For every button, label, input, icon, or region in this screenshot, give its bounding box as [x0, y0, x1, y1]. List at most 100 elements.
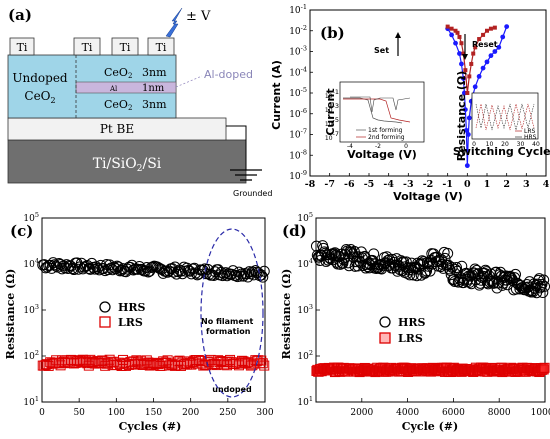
ytick-label: 104: [23, 257, 39, 270]
resistance-point-hrs: [92, 262, 104, 274]
resistance-point-hrs: [421, 265, 433, 277]
ytick-label: 102: [23, 349, 39, 362]
ytick-label: 102: [297, 349, 313, 362]
inset-right-xtick: 30: [517, 141, 525, 148]
resistance-point-hrs: [532, 274, 544, 286]
b-point: [480, 65, 486, 71]
xtick-label: 100: [108, 408, 125, 418]
resistance-point-hrs: [343, 260, 355, 272]
pt-be-label: Pt BE: [100, 122, 134, 136]
b-ytick-label: 10-2: [289, 24, 307, 37]
panel-b-ylabel: Current (A): [270, 60, 283, 130]
resistance-point-hrs: [50, 260, 62, 272]
b-point: [469, 61, 474, 66]
b-ytick-label: 10-4: [289, 65, 307, 78]
inset-right-ylabel: Resistance (Ω): [455, 71, 468, 162]
b-point: [457, 34, 462, 39]
b-point: [484, 59, 490, 65]
xtick-label: 10000: [531, 408, 550, 418]
b-point: [488, 53, 494, 59]
b-ytick-label: 10-6: [289, 107, 307, 120]
resistance-point-hrs: [386, 253, 398, 265]
xtick-label: 200: [182, 408, 199, 418]
b-point: [485, 28, 489, 33]
inset-left-legend-1: 1st forming: [368, 127, 403, 134]
layer-mid-label: Al: [109, 85, 118, 93]
ti-label-4: Ti: [156, 41, 167, 54]
undoped-label-line1: Undoped: [12, 71, 68, 85]
set-annotation: Set: [374, 46, 389, 55]
inset-right-xlabel: Switching Cycles: [453, 145, 550, 158]
panel-b-inset-left: 1st forming 2nd forming -4 -2 0 10-7 10-5 10-…: [324, 81, 425, 161]
b-xtick-label: 4: [543, 179, 550, 190]
b-point: [492, 25, 497, 30]
b-xtick-label: 1: [484, 179, 491, 190]
b-point: [466, 115, 472, 121]
layer-mid-thickness: 1nm: [142, 83, 165, 94]
resistance-point-hrs: [450, 262, 462, 274]
b-point: [453, 28, 458, 33]
inset-left-xtick: -2: [375, 143, 381, 150]
b-point: [465, 91, 470, 95]
b-xtick-label: 3: [523, 179, 530, 190]
b-point: [455, 30, 460, 35]
no-filament-line1: No filament: [201, 317, 254, 326]
reset-arrow-head-icon: [462, 54, 468, 60]
b-point: [471, 51, 476, 56]
resistance-point-hrs: [424, 265, 436, 277]
resistance-point-lrs: [257, 358, 268, 369]
b-point: [500, 34, 506, 40]
xtick-label: 8000: [488, 408, 511, 418]
al-doped-pointer: [175, 75, 203, 88]
inset-left-xtick: 0: [404, 143, 408, 150]
resistance-point-hrs: [442, 247, 454, 259]
inset-left-ytick: 10-5: [325, 116, 339, 128]
resistance-point-lrs: [259, 360, 270, 371]
b-point: [465, 132, 471, 137]
resistance-point-hrs: [175, 265, 187, 277]
b-point: [492, 49, 498, 54]
b-point: [467, 74, 472, 79]
b-xtick-label: 2: [503, 179, 510, 190]
resistance-point-hrs: [414, 258, 426, 270]
panel-d-xlabel: Cycle (#): [402, 420, 458, 433]
panel-d-legend-hrs: HRS: [398, 316, 426, 329]
b-ytick-label: 10-9: [289, 169, 307, 182]
inset-right-xtick: 40: [532, 141, 540, 148]
resistance-point-lrs: [538, 364, 549, 375]
substrate-layer: [7, 139, 247, 184]
inset-left-curve-1: [343, 97, 403, 124]
al-doped-label: Al-doped: [204, 68, 253, 81]
substrate-label: Ti/SiO2/Si: [93, 156, 162, 174]
inset-left-frame: [339, 81, 425, 143]
resistance-point-hrs: [124, 261, 136, 273]
b-ytick-label: 10-1: [289, 3, 307, 16]
xtick-label: 150: [145, 408, 162, 418]
inset-right-hrs-trace: [475, 103, 535, 131]
b-point: [464, 163, 470, 169]
b-series-line: [447, 26, 508, 166]
ti-electrode-1: [9, 37, 35, 56]
b-xtick-label: -4: [383, 179, 394, 190]
ytick-label: 101: [297, 395, 313, 408]
panel-c-xlabel: Cycles (#): [119, 420, 182, 433]
resistance-point-lrs: [256, 355, 267, 366]
b-ytick-label: 10-3: [289, 45, 307, 58]
b-point: [449, 26, 454, 31]
set-arrow-head-icon: [395, 32, 401, 38]
ti-label-1: Ti: [17, 41, 28, 54]
b-point: [461, 76, 466, 81]
b-xtick-label: 0: [464, 179, 471, 190]
ti-label-2: Ti: [82, 41, 93, 54]
inset-right-xtick: 20: [501, 141, 509, 148]
panel-d-endurance-chart: 2000 4000 6000 8000 10000 101 102 103 104 105 HRS…: [280, 211, 550, 433]
inset-left-curve-2: [343, 98, 411, 123]
inset-right-lrs-trace: [475, 103, 535, 131]
b-point: [453, 40, 458, 46]
b-point: [445, 24, 450, 29]
b-ytick-label: 10-5: [289, 86, 307, 99]
inset-right-xtick: 10: [486, 141, 494, 148]
panel-b-label: (b): [320, 24, 345, 42]
inset-left-ticks: -4 -2 0 10-7 10-5 10-3 10-1: [325, 88, 408, 150]
inset-left-ytick: 10-7: [325, 130, 339, 142]
